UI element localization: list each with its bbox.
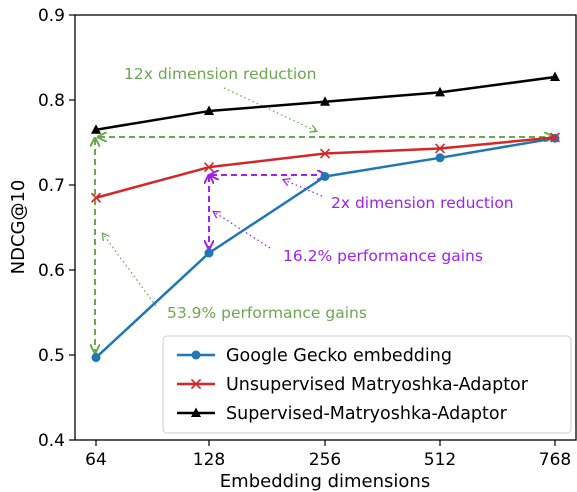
- x-axis-label: Embedding dimensions: [220, 471, 430, 492]
- y-tick-label: 0.8: [38, 91, 65, 111]
- point-marker: [320, 172, 330, 181]
- point-marker: [435, 153, 445, 163]
- 16.2-pointer: [214, 212, 271, 249]
- annotation-53.9: 53.9% performance gains: [167, 304, 367, 322]
- series-triangle: [91, 71, 560, 134]
- legend-label: Google Gecko embedding: [226, 346, 452, 366]
- x-tick-label: 512: [424, 450, 456, 470]
- y-axis-label: NDCG@10: [8, 180, 29, 275]
- point-marker: [320, 96, 330, 106]
- series-circle: [91, 133, 560, 363]
- point-marker: [549, 132, 561, 143]
- series-x: [90, 132, 561, 203]
- point-marker: [204, 105, 214, 116]
- legend-item: Supervised-Matryoshka-Adaptor: [177, 404, 508, 424]
- point-marker: [191, 350, 201, 360]
- y-tick-label: 0.7: [38, 176, 65, 196]
- y-tick-label: 0.4: [38, 431, 65, 451]
- series-lines: [90, 71, 561, 363]
- y-tick-label: 0.5: [38, 346, 65, 366]
- point-marker: [91, 124, 101, 134]
- annotation-16.2: 16.2% performance gains: [283, 247, 483, 265]
- point-marker: [90, 192, 102, 203]
- point-marker: [435, 86, 445, 97]
- annotation-2x: 2x dimension reduction: [331, 194, 514, 212]
- legend: Google Gecko embedding Unsupervised Matry…: [162, 335, 572, 434]
- legend-item: Google Gecko embedding: [177, 346, 452, 366]
- x-tick-label: 256: [309, 450, 341, 470]
- legend-label: Unsupervised Matryoshka-Adaptor: [226, 375, 529, 395]
- point-marker: [434, 143, 446, 154]
- y-tick-label: 0.6: [38, 261, 65, 281]
- legend-label: Supervised-Matryoshka-Adaptor: [226, 404, 508, 424]
- series-line: [95, 136, 556, 199]
- point-marker: [319, 148, 331, 159]
- legend-item: Unsupervised Matryoshka-Adaptor: [177, 375, 529, 395]
- point-marker: [91, 353, 101, 363]
- annotation-arrows: [95, 87, 552, 352]
- annotation-12x: 12x dimension reduction: [124, 65, 317, 83]
- x-tick-label: 64: [85, 450, 107, 470]
- y-tick-label: 0.9: [38, 6, 65, 26]
- point-marker: [191, 407, 201, 417]
- point-marker: [550, 71, 560, 82]
- point-marker: [204, 248, 214, 258]
- 12x-pointer: [223, 87, 316, 131]
- axis-ticks: 64 128 256 512 768 0.4 0.5 0.6 0.7 0.8 0.9: [38, 6, 571, 470]
- point-marker: [203, 162, 215, 173]
- point-marker: [190, 378, 202, 390]
- x-tick-label: 768: [539, 450, 571, 470]
- 53.9-pointer: [103, 234, 157, 307]
- x-tick-label: 128: [193, 450, 225, 470]
- legend-box: [162, 335, 572, 434]
